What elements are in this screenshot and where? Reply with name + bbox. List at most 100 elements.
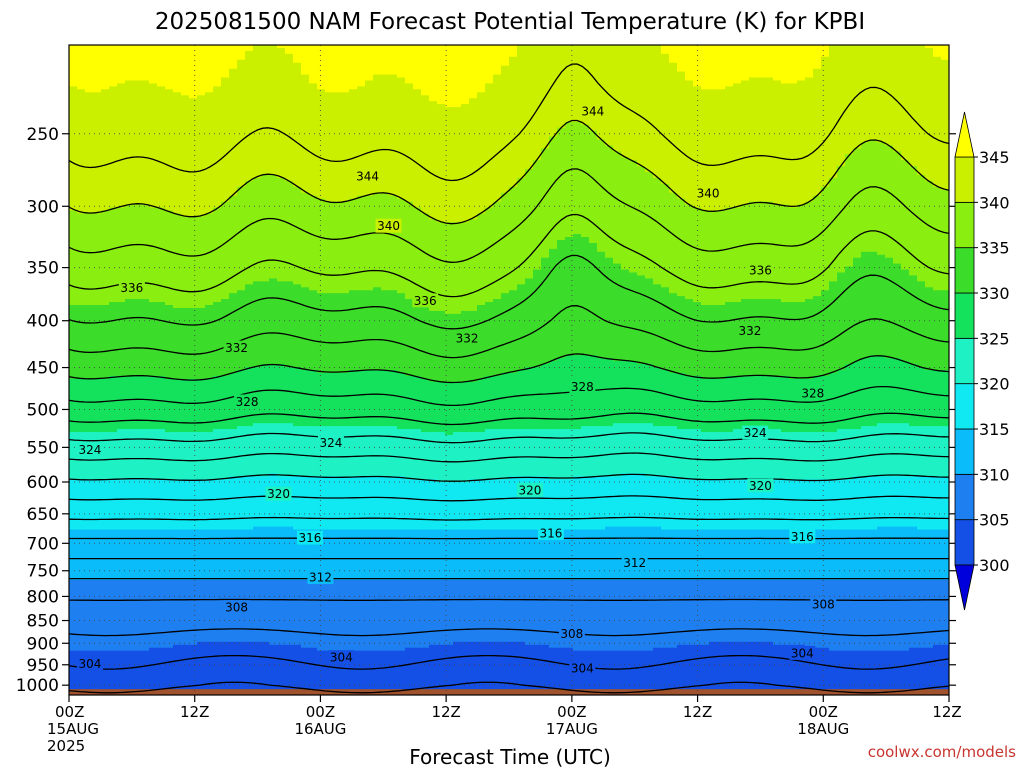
band-cell — [789, 432, 798, 480]
band-cell — [245, 45, 254, 52]
band-cell — [365, 650, 374, 695]
band-cell — [301, 579, 310, 649]
band-cell — [349, 529, 358, 581]
band-cell — [365, 370, 374, 427]
band-cell — [589, 45, 598, 132]
band-cell — [797, 302, 806, 380]
band-cell — [589, 130, 598, 244]
band-cell — [101, 305, 110, 380]
band-cell — [445, 529, 454, 581]
band-cell — [861, 650, 870, 695]
band-cell — [557, 429, 566, 480]
band-cell — [205, 305, 214, 380]
band-cell — [325, 201, 334, 294]
band-cell — [325, 426, 334, 477]
band-cell — [701, 529, 710, 581]
band-cell — [805, 299, 814, 380]
band-cell — [125, 45, 134, 82]
y-tick-label: 900 — [27, 634, 59, 654]
band-cell — [269, 526, 278, 581]
band-cell — [557, 579, 566, 649]
colorbar-label: 305 — [979, 511, 1010, 530]
colorbar-segment — [954, 247, 975, 294]
band-cell — [709, 529, 718, 581]
band-cell — [597, 358, 606, 427]
band-cell — [165, 647, 174, 695]
band-cell — [469, 479, 478, 531]
ground-layer — [69, 689, 949, 695]
band-cell — [901, 45, 910, 161]
isotherm-line — [69, 254, 949, 330]
isotherm-label: 304 — [330, 651, 353, 665]
band-cell — [517, 45, 526, 179]
x-tick-label: 2025 — [47, 737, 85, 755]
band-cell — [565, 529, 574, 581]
band-cell — [741, 204, 750, 300]
band-cell — [117, 579, 126, 652]
band-cell — [405, 375, 414, 430]
band-cell — [285, 367, 294, 424]
band-cell — [197, 45, 206, 96]
band-cell — [933, 290, 942, 371]
colorbar-label: 325 — [979, 329, 1010, 348]
band-cell — [285, 281, 294, 368]
band-cell — [493, 429, 502, 480]
band-cell — [717, 432, 726, 480]
band-cell — [837, 45, 846, 167]
band-cell — [677, 429, 686, 480]
isotherm-line — [69, 495, 949, 502]
band-cell — [333, 529, 342, 581]
band-cell — [541, 529, 550, 581]
band-cell — [709, 210, 718, 306]
band-cell — [181, 216, 190, 309]
band-cell — [421, 45, 430, 96]
band-cell — [653, 45, 662, 179]
band-cell — [157, 86, 166, 209]
band-cell — [269, 423, 278, 475]
band-cell — [213, 529, 222, 581]
band-cell — [285, 644, 294, 695]
band-cell — [237, 45, 246, 61]
band-cell — [85, 378, 94, 433]
band-cell — [621, 526, 630, 581]
x-tick-label: 17AUG — [546, 720, 598, 738]
band-cell — [877, 45, 886, 144]
band-cell — [757, 45, 766, 79]
band-cell — [725, 479, 734, 531]
band-cell — [405, 201, 414, 300]
credit-text[interactable]: coolwx.com/models — [868, 743, 1016, 761]
band-cell — [325, 650, 334, 695]
band-cell — [501, 641, 510, 695]
band-cell — [893, 45, 902, 152]
band-cell — [413, 207, 422, 303]
band-cell — [389, 579, 398, 652]
band-cell — [277, 579, 286, 646]
band-cell — [653, 284, 662, 368]
band-cell — [245, 284, 254, 368]
band-cell — [549, 429, 558, 480]
x-axis-label: Forecast Time (UTC) — [409, 745, 611, 768]
isotherm-line — [69, 473, 949, 482]
band-cell — [93, 92, 102, 215]
colorbar-segment — [954, 473, 975, 521]
colorbar-extend-top — [954, 111, 975, 158]
band-cell — [469, 529, 478, 581]
band-cell — [837, 370, 846, 430]
band-cell — [85, 650, 94, 695]
band-cell — [525, 529, 534, 581]
band-cell — [917, 426, 926, 477]
band-cell — [773, 204, 782, 300]
band-cell — [813, 45, 822, 70]
band-cell — [109, 579, 118, 652]
band-cell — [93, 479, 102, 531]
band-cell — [373, 45, 382, 76]
band-cell — [285, 53, 294, 182]
band-cell — [373, 192, 382, 288]
isotherm-label-bg — [265, 486, 292, 501]
band-cell — [197, 641, 206, 695]
colorbar-segment — [954, 519, 975, 566]
band-cell — [261, 641, 270, 695]
band-cell — [69, 529, 78, 581]
colorbar-label: 310 — [979, 465, 1010, 484]
